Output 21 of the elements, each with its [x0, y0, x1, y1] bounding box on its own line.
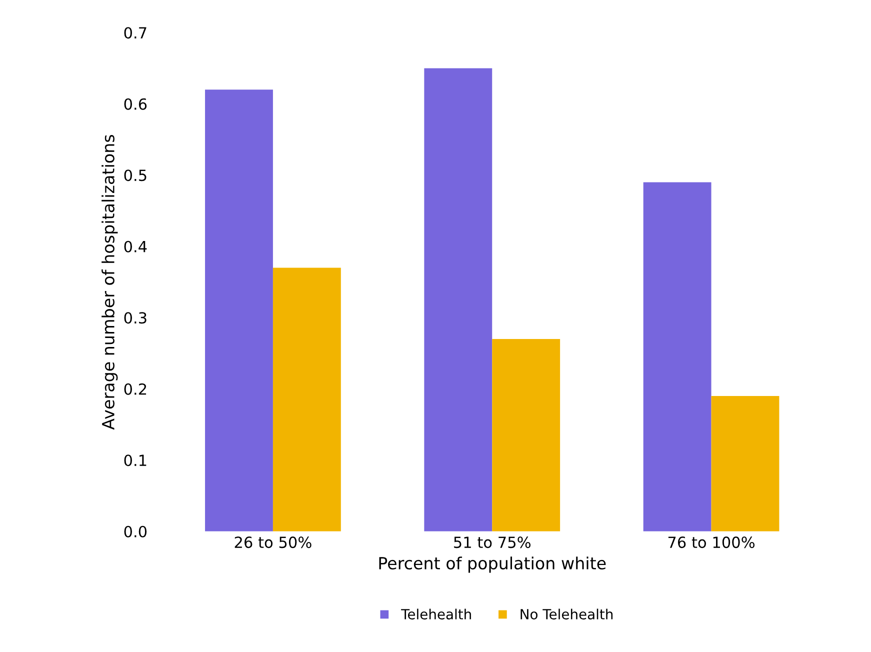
y-tick-label: 0.2 — [124, 383, 146, 395]
y-tick-label: 0.5 — [124, 170, 146, 182]
bar — [643, 182, 712, 532]
y-tick-label: 0.3 — [124, 312, 146, 324]
legend-label: Telehealth — [401, 608, 471, 620]
bar — [205, 90, 273, 532]
y-tick-label: 0.4 — [124, 240, 147, 252]
x-tick-label: 51 to 75% — [454, 536, 530, 548]
legend-label: No Telehealth — [520, 608, 613, 620]
y-axis-title: Average number of hospitalizations — [102, 134, 118, 430]
y-tick-label: 0.7 — [124, 27, 146, 39]
x-axis-title: Percent of population white — [379, 556, 606, 573]
x-tick-label: 76 to 100% — [668, 536, 755, 548]
bar — [424, 68, 492, 532]
x-tick-label: 26 to 50% — [234, 536, 312, 548]
bar — [272, 268, 341, 532]
y-tick-label: 0.6 — [124, 98, 147, 110]
y-tick-label: 0.0 — [124, 526, 147, 538]
bar — [711, 396, 780, 532]
bar — [492, 338, 560, 532]
y-tick-label: 0.1 — [124, 454, 146, 466]
